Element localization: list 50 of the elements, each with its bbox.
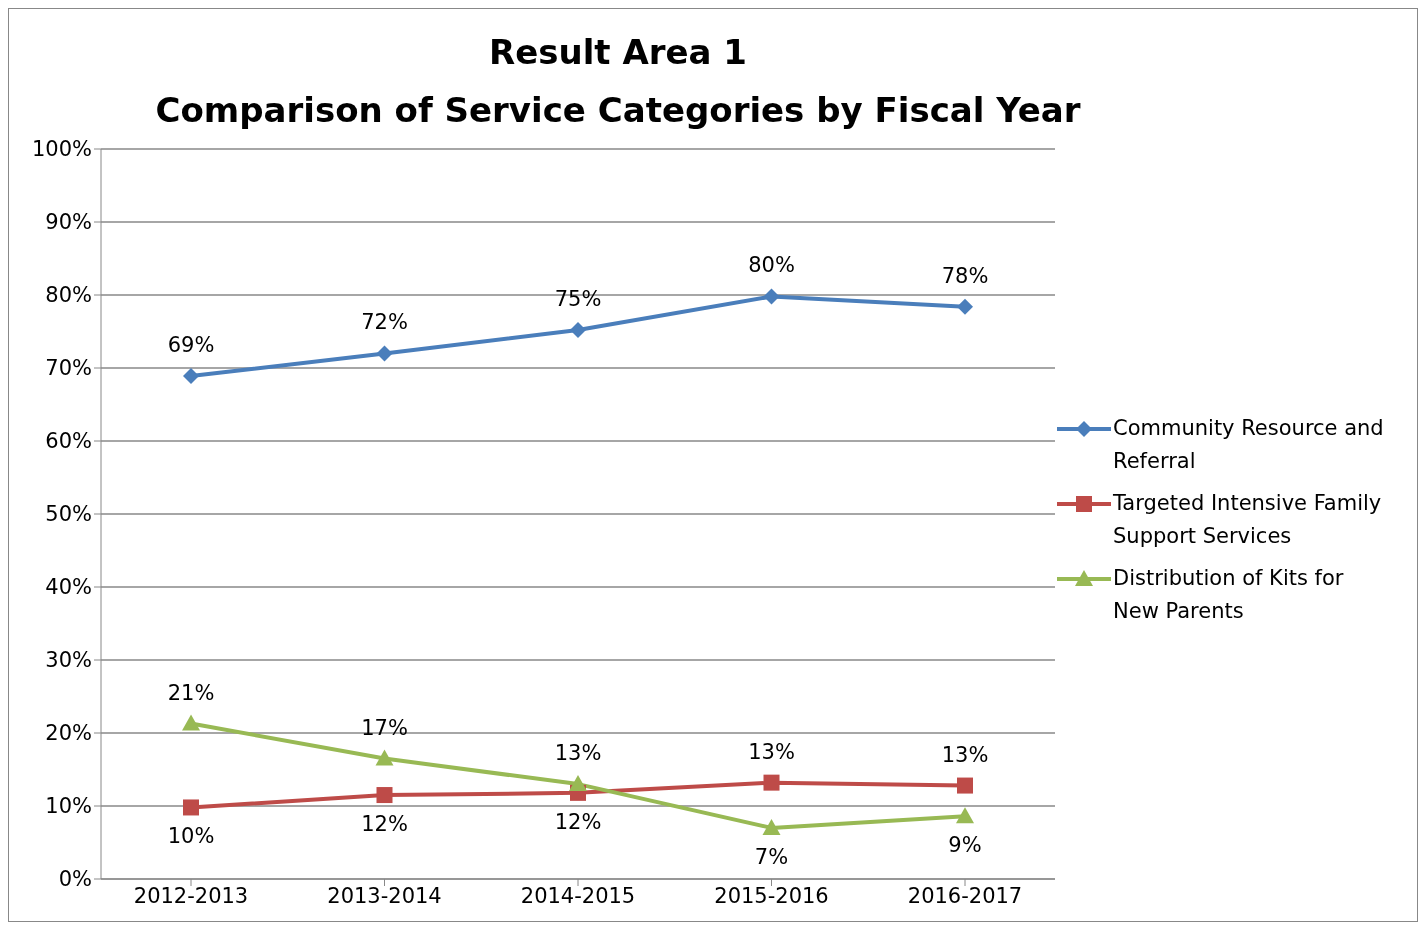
legend-label: Distribution of Kits for New Parents [1113, 564, 1345, 625]
point [956, 807, 974, 824]
y-tick-label: 0% [58, 867, 92, 892]
data-label: 13% [941, 742, 989, 767]
x-tick-label: 2012-2013 [133, 883, 249, 908]
point [183, 368, 199, 385]
x-tick-label: 2015-2016 [714, 883, 829, 908]
x-tick-label: 2013-2014 [327, 883, 442, 908]
x-tick-label: 2014-2015 [520, 883, 636, 908]
point [957, 298, 973, 315]
legend-label: Community Resource and Referral [1113, 414, 1385, 475]
data-label: 80% [748, 253, 795, 278]
point [182, 714, 200, 731]
point [376, 787, 393, 804]
y-tick-label: 80% [45, 283, 92, 308]
point [762, 818, 781, 835]
y-tick-label: 40% [45, 575, 92, 600]
point [183, 799, 199, 816]
y-tick-label: 60% [45, 429, 92, 454]
legend-label: Targeted Intensive Family Support Services [1113, 489, 1383, 550]
point [570, 322, 586, 339]
data-label: 69% [167, 333, 215, 358]
data-label: 17% [361, 715, 408, 740]
data-label: 7% [754, 844, 789, 869]
data-label: 13% [554, 741, 602, 766]
data-label: 72% [361, 310, 408, 335]
y-tick-label: 70% [45, 356, 92, 381]
y-tick-label: 90% [45, 210, 92, 235]
chart-title: Result Area 1 [488, 31, 748, 74]
point [763, 774, 780, 791]
data-label: 75% [554, 287, 602, 312]
y-tick-label: 20% [45, 721, 92, 746]
data-label: 12% [361, 812, 408, 837]
data-label: 78% [941, 263, 989, 288]
data-label: 12% [554, 809, 602, 834]
y-tick-label: 30% [45, 648, 92, 673]
point [957, 777, 973, 794]
point [569, 775, 587, 792]
point [375, 749, 394, 766]
data-label: 9% [948, 833, 982, 858]
data-label: 21% [167, 680, 215, 705]
y-tick-label: 10% [45, 794, 92, 819]
point [376, 345, 393, 362]
data-label: 13% [748, 739, 795, 764]
point [763, 288, 780, 305]
x-tick-label: 2016-2017 [907, 883, 1023, 908]
y-tick-label: 100% [31, 137, 92, 162]
chart-subtitle: Comparison of Service Categories by Fiscal Year [154, 89, 1082, 132]
data-label: 10% [167, 824, 215, 849]
y-tick-label: 50% [45, 502, 92, 527]
